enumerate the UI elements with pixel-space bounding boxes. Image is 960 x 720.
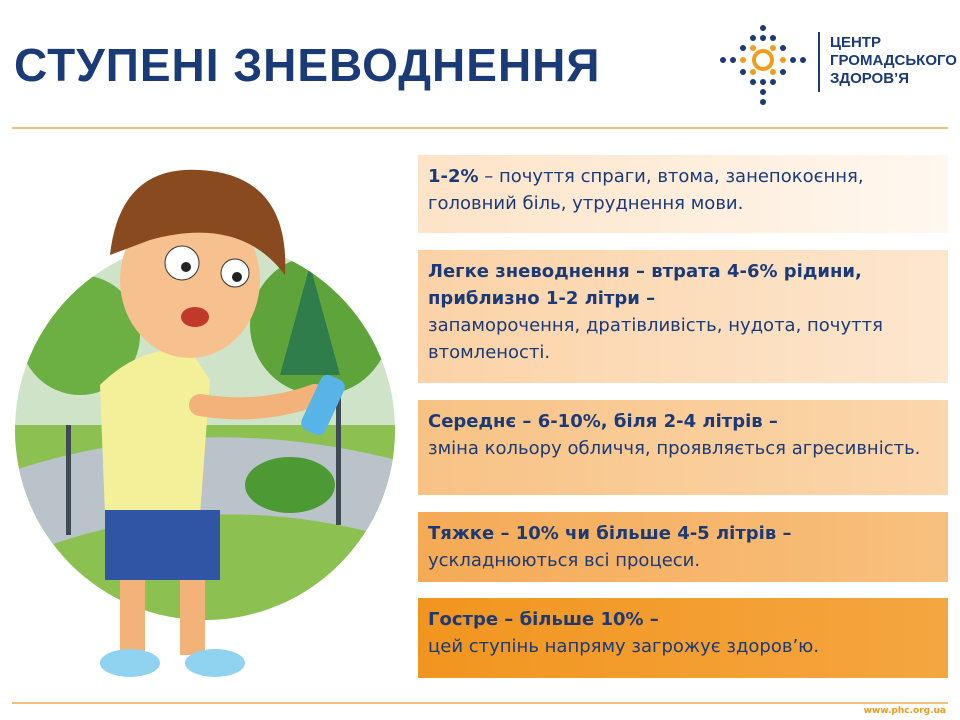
stage-text: запаморочення, дратівливість, нудота, по…	[428, 315, 883, 363]
stage-text: – почуття спраги, втома, занепокоєння, г…	[428, 166, 864, 214]
logo-mark	[720, 25, 806, 105]
stage-box: Середнє – 6-10%, біля 2-4 літрів – зміна…	[418, 400, 948, 495]
title: СТУПЕНІ ЗНЕВОДНЕННЯ	[14, 39, 601, 91]
stage-text: зміна кольору обличчя, проявляється агре…	[428, 438, 921, 459]
logo-line: ЗДОРОВ’Я	[830, 70, 910, 87]
stage-box: Гостре – більше 10% – цей ступінь напрям…	[418, 598, 948, 678]
logo-line: ГРОМАДСЬКОГО	[830, 52, 957, 69]
logo-divider	[818, 32, 820, 92]
stage-heading: Тяжке – 10% чи більше 4-5 літрів –	[428, 523, 792, 544]
stage-box: Легке зневоднення – втрата 4-6% рідини, …	[418, 250, 948, 383]
stage-text: ускладнюються всі процеси.	[428, 550, 701, 571]
logo-line: ЦЕНТР	[830, 34, 881, 51]
illustration	[15, 169, 395, 677]
stage-box: Тяжке – 10% чи більше 4-5 літрів – ускла…	[418, 512, 948, 582]
divider	[12, 127, 948, 129]
stage-heading: 1-2%	[428, 166, 479, 187]
stage-heading: Середнє – 6-10%, біля 2-4 літрів –	[428, 411, 778, 432]
stage-text: цей ступінь напряму загрожує здоров’ю.	[428, 636, 820, 657]
footer-url: www.phc.org.ua	[863, 706, 946, 716]
divider	[12, 702, 948, 704]
logo-text: ЦЕНТР ГРОМАДСЬКОГО ЗДОРОВ’Я	[830, 34, 957, 88]
stage-heading: Легке зневоднення – втрата 4-6% рідини, …	[428, 261, 862, 309]
stage-heading: Гостре – більше 10% –	[428, 609, 659, 630]
stage-box: 1-2% – почуття спраги, втома, занепокоєн…	[418, 155, 948, 233]
